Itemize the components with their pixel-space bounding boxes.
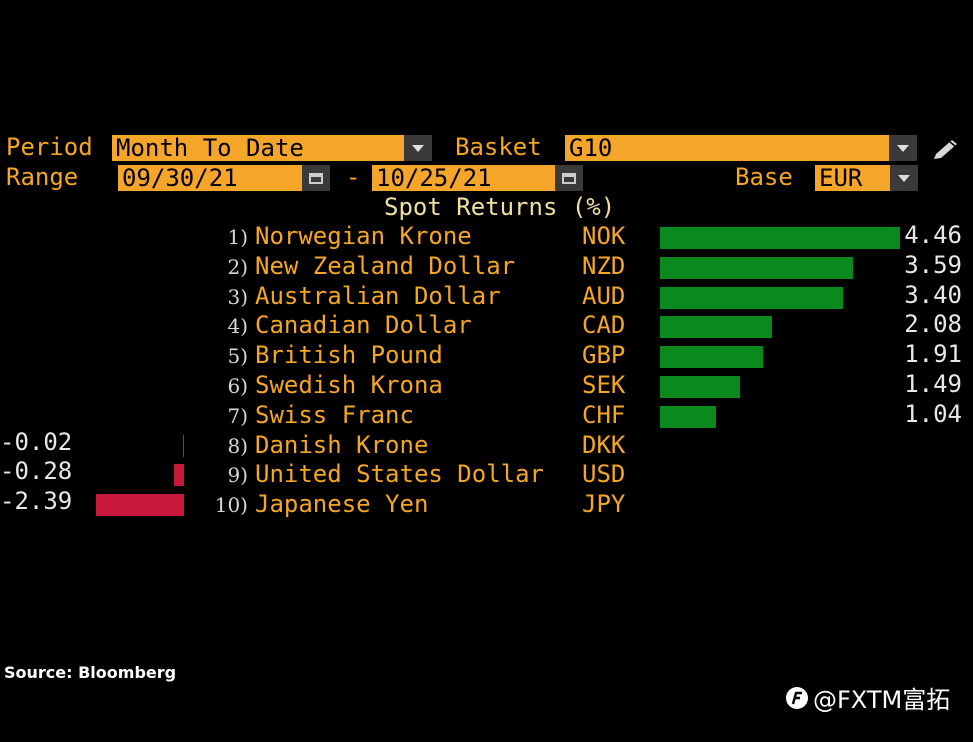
- period-select[interactable]: Month To Date: [112, 135, 404, 161]
- value-label: 4.46: [904, 221, 962, 249]
- value-label: 3.40: [904, 280, 962, 309]
- currency-code: GBP: [582, 341, 626, 370]
- range-separator: -: [346, 163, 361, 191]
- currency-code: DKK: [582, 430, 626, 459]
- basket-select[interactable]: G10: [565, 135, 889, 161]
- period-label: Period: [6, 133, 93, 161]
- row-rank: 8): [227, 433, 248, 458]
- value-label: 1.04: [904, 399, 962, 428]
- currency-name: Swedish Krona: [255, 371, 443, 399]
- period-dropdown-button[interactable]: [404, 135, 432, 161]
- currency-name: Canadian Dollar: [255, 311, 472, 340]
- currency-name: Japanese Yen: [255, 490, 429, 519]
- currency-code: JPY: [582, 490, 626, 519]
- bar: [660, 256, 853, 279]
- calendar-icon[interactable]: [302, 165, 330, 191]
- currency-code: USD: [582, 460, 626, 489]
- row-rank: 7): [227, 403, 248, 428]
- row-rank: 6): [227, 374, 248, 398]
- bar: [660, 286, 843, 309]
- currency-code: CAD: [582, 311, 626, 340]
- basket-label: Basket: [455, 133, 542, 161]
- currency-code: CHF: [582, 400, 626, 429]
- currency-code: AUD: [582, 281, 626, 310]
- chart-title: Spot Returns (%): [384, 193, 616, 221]
- range-start-input[interactable]: 09/30/21: [118, 165, 302, 191]
- bar: [174, 464, 184, 487]
- currency-name: British Pound: [255, 341, 443, 370]
- edit-pencil-icon[interactable]: [930, 136, 962, 160]
- value-label: -0.28: [0, 457, 73, 486]
- bar: [96, 494, 184, 517]
- currency-name: Norwegian Krone: [255, 222, 472, 250]
- row-rank: 9): [227, 463, 248, 488]
- currency-code: NZD: [582, 251, 626, 280]
- chevron-down-icon: [412, 144, 424, 152]
- range-label: Range: [6, 163, 79, 191]
- value-label: -0.02: [0, 427, 73, 456]
- row-rank: 3): [227, 284, 248, 309]
- calendar-icon[interactable]: [555, 165, 583, 191]
- bar: [660, 227, 900, 249]
- currency-name: New Zealand Dollar: [255, 251, 516, 280]
- bar: [660, 316, 772, 339]
- bar: [660, 376, 740, 398]
- bar: [183, 434, 184, 457]
- row-rank: 2): [227, 254, 248, 279]
- watermark: @FXTM富拓: [785, 680, 950, 715]
- row-rank: 5): [227, 344, 248, 369]
- range-end-input[interactable]: 10/25/21: [372, 165, 555, 191]
- fxtm-logo-icon: [785, 686, 809, 710]
- value-label: 3.59: [904, 250, 962, 279]
- currency-name: Swiss Franc: [255, 400, 414, 429]
- value-label: -2.39: [0, 487, 73, 516]
- currency-name: United States Dollar: [255, 460, 544, 489]
- base-dropdown-button[interactable]: [890, 165, 918, 191]
- basket-dropdown-button[interactable]: [889, 135, 917, 161]
- row-rank: 10): [214, 493, 248, 518]
- source-note: Source: Bloomberg: [4, 663, 177, 682]
- currency-code: SEK: [582, 371, 626, 399]
- currency-name: Australian Dollar: [255, 281, 501, 310]
- row-rank: 4): [227, 314, 248, 339]
- bar: [660, 405, 716, 428]
- currency-name: Danish Krone: [255, 430, 429, 459]
- chevron-down-icon: [898, 174, 910, 182]
- watermark-text: @FXTM富拓: [813, 686, 951, 714]
- value-label: 2.08: [904, 310, 962, 339]
- currency-code: NOK: [582, 222, 626, 250]
- chevron-down-icon: [897, 144, 909, 152]
- value-label: 1.49: [904, 370, 962, 398]
- base-label: Base: [735, 163, 793, 191]
- value-label: 1.91: [904, 340, 962, 369]
- row-rank: 1): [227, 225, 248, 249]
- base-select[interactable]: EUR: [815, 165, 890, 191]
- bar: [660, 346, 763, 369]
